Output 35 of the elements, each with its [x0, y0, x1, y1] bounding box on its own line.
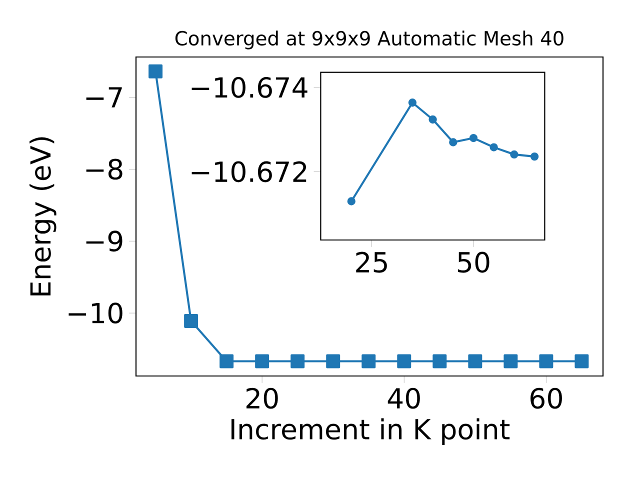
point [326, 354, 340, 368]
x-tick-label: 60 [530, 388, 562, 409]
point [362, 354, 376, 368]
point [255, 354, 270, 368]
y-tick-label: −10 [68, 302, 122, 324]
point [220, 354, 234, 368]
point [510, 150, 518, 159]
y-tick-label: −10.674 [192, 77, 308, 98]
point [397, 354, 412, 368]
y-tick-label: −9 [86, 230, 122, 252]
point [468, 354, 482, 368]
point [539, 354, 554, 368]
y-tick-label: −7 [86, 87, 122, 108]
point [574, 354, 589, 368]
point [490, 143, 498, 152]
y-tick-label: −8 [86, 158, 122, 180]
point [504, 354, 518, 368]
x-tick-label: 50 [458, 252, 490, 273]
point [148, 64, 163, 78]
point [408, 98, 417, 107]
x-axis-title: Increment in K point [232, 418, 510, 446]
x-tick-label: 25 [356, 252, 387, 273]
point [432, 354, 447, 368]
point [428, 115, 437, 124]
point [347, 197, 356, 206]
x-tick-label: 40 [388, 388, 420, 409]
point [449, 138, 458, 146]
chart-title: Converged at 9x9x9 Automatic Mesh 40 [175, 30, 564, 50]
point [469, 134, 478, 142]
y-axis-title: Energy (eV) [30, 137, 56, 296]
point [290, 354, 305, 368]
point [530, 152, 539, 161]
point [184, 314, 198, 328]
y-tick-label: −10.672 [192, 161, 306, 182]
x-tick-label: 20 [246, 388, 278, 409]
